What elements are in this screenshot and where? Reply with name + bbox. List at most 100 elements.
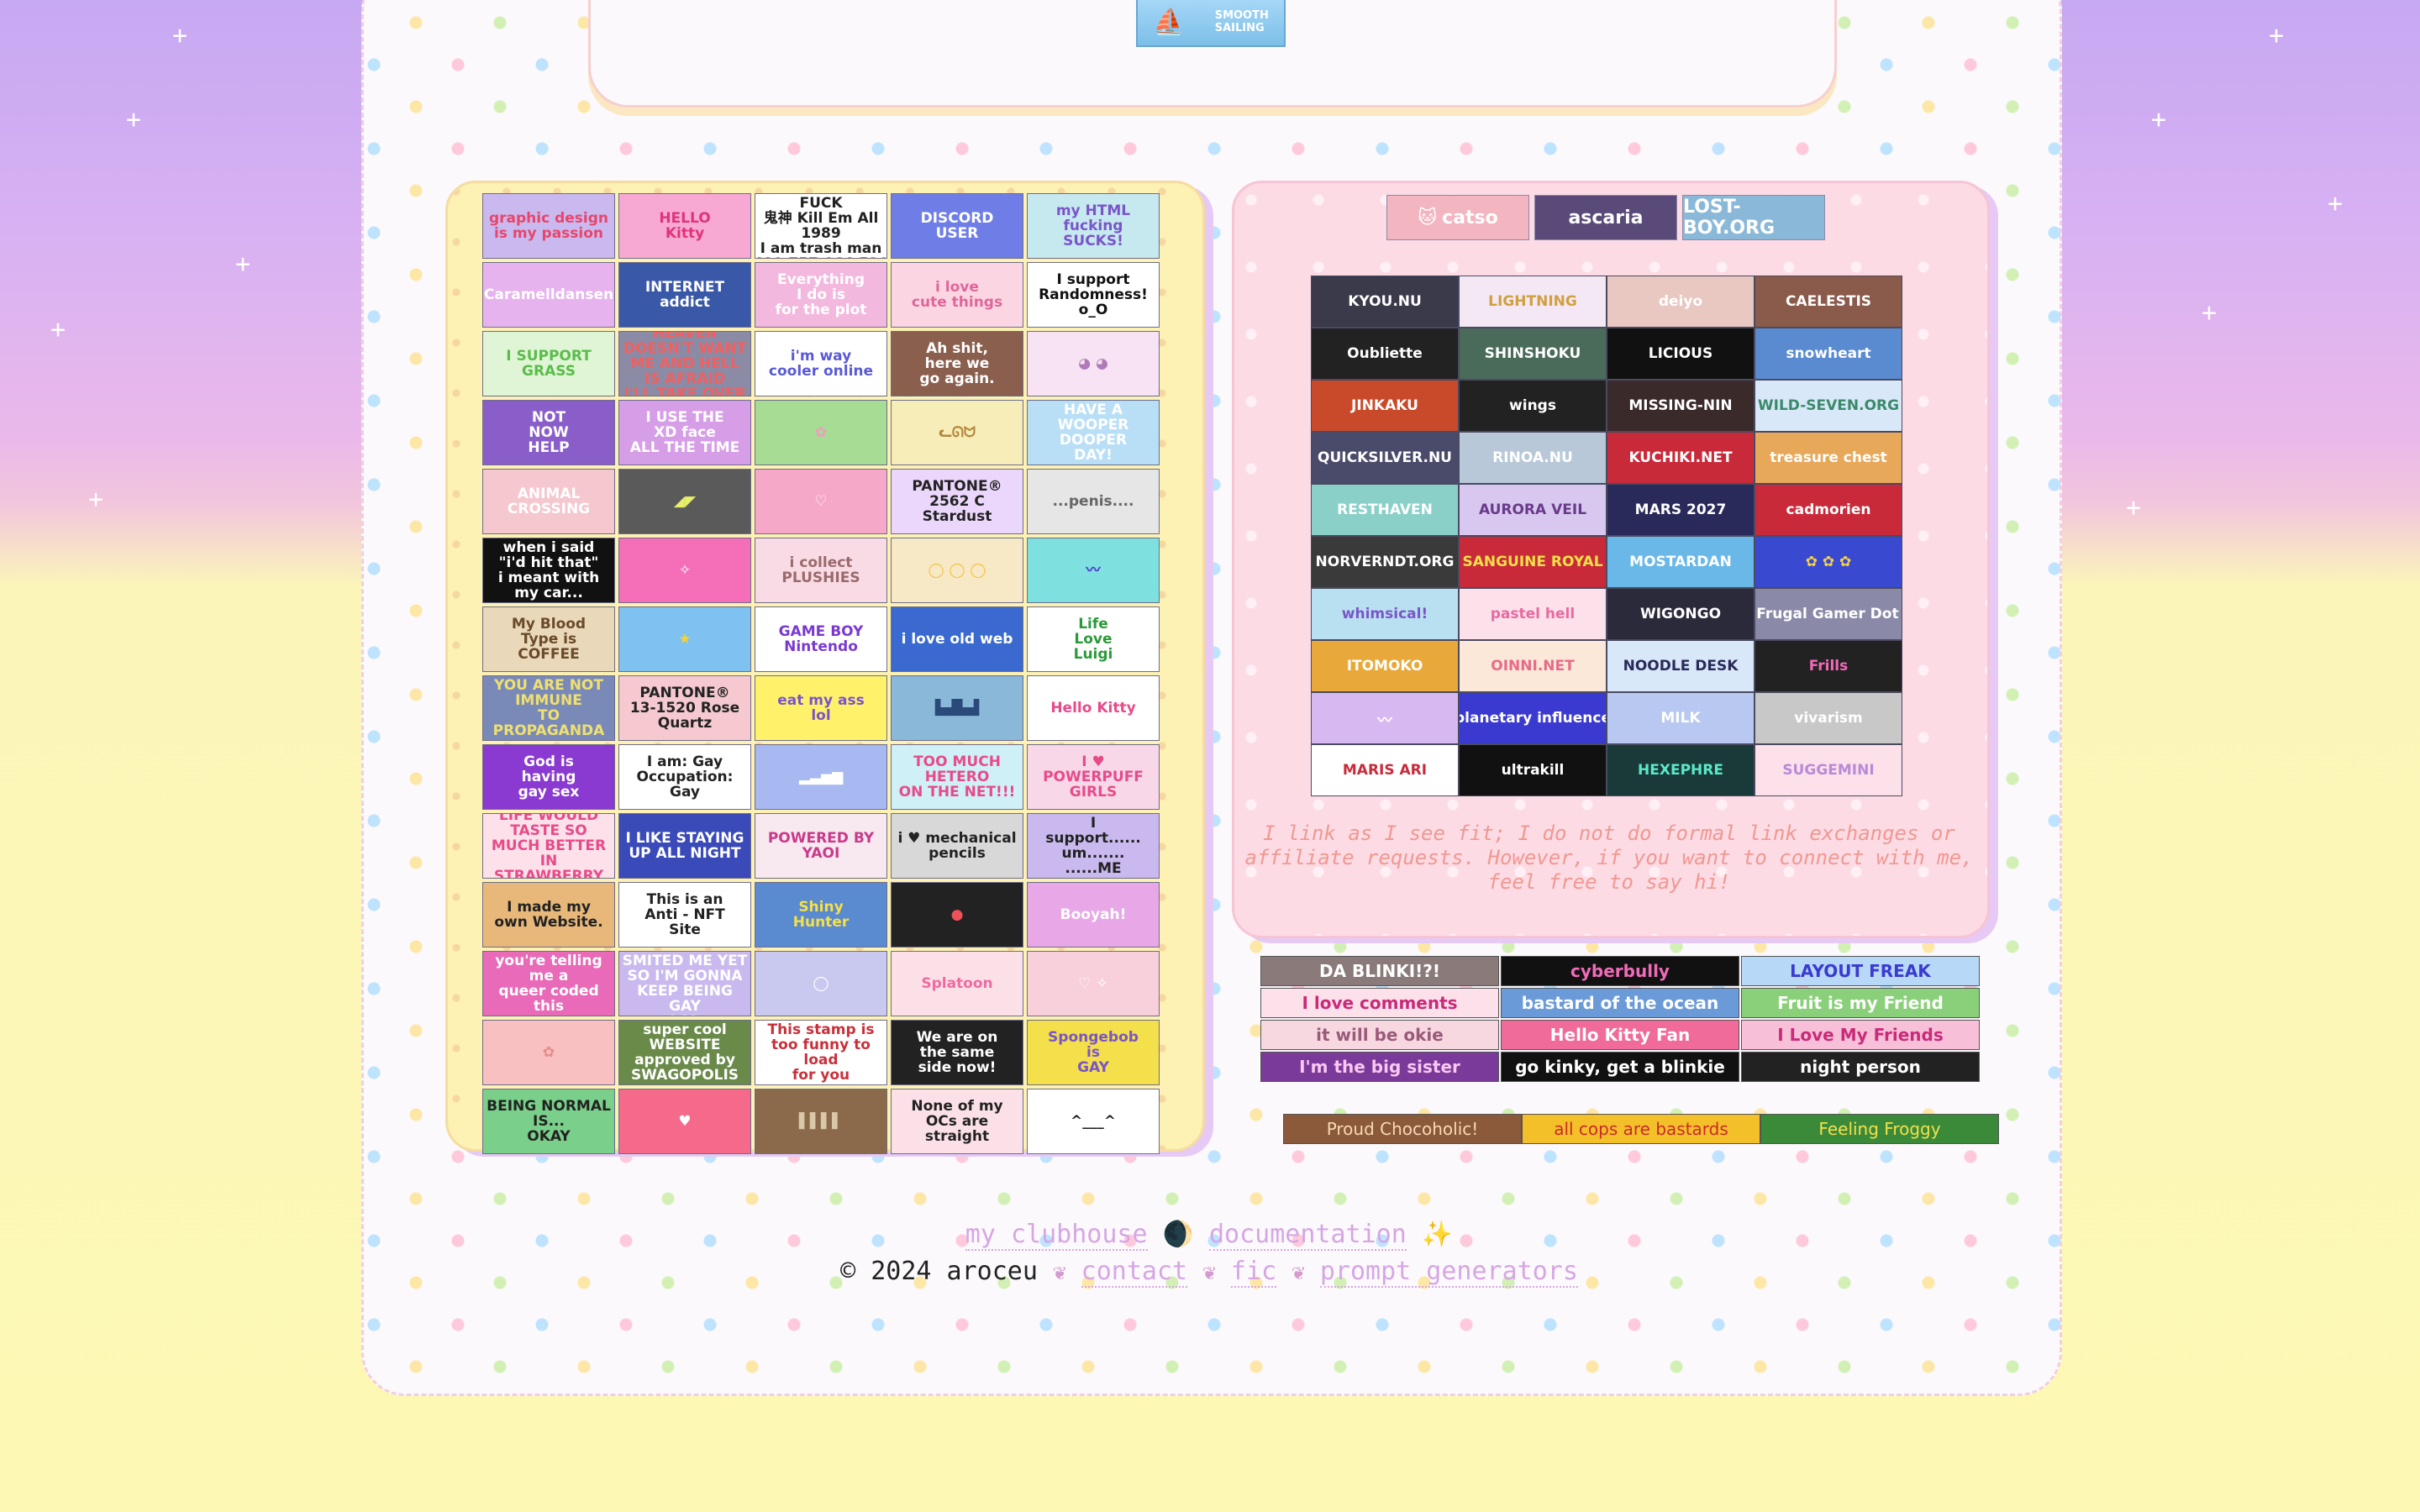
web-button-88x31[interactable]: graphic design is my passion bbox=[482, 193, 615, 259]
link-button[interactable]: KYOU.NU bbox=[1311, 276, 1459, 328]
link-button[interactable]: JINKAKU bbox=[1311, 380, 1459, 432]
link-button[interactable]: MISSING-NIN bbox=[1607, 380, 1754, 432]
link-button[interactable]: cadmorien bbox=[1754, 484, 1902, 536]
web-button-88x31[interactable]: ᓚᘏᗢ bbox=[891, 400, 1023, 465]
web-button-88x31[interactable]: God is having gay sex bbox=[482, 744, 615, 810]
blinkie[interactable]: DA BLINKI!?! bbox=[1260, 956, 1499, 986]
web-button-88x31[interactable]: I USE THE XD face ALL THE TIME bbox=[618, 400, 751, 465]
link-button[interactable]: NOODLE DESK bbox=[1607, 640, 1754, 692]
footer-link-prompt-generators[interactable]: prompt generators bbox=[1319, 1257, 1578, 1288]
web-button-88x31[interactable]: HAVE A WOOPER DOOPER DAY! bbox=[1027, 400, 1160, 465]
web-button-88x31[interactable]: Splatoon bbox=[891, 951, 1023, 1016]
blinkie[interactable]: Hello Kitty Fan bbox=[1501, 1020, 1739, 1050]
web-button-88x31[interactable]: when i said "i'd hit that" i meant with … bbox=[482, 538, 615, 603]
footer-link-contact[interactable]: contact bbox=[1081, 1257, 1188, 1288]
web-button-88x31[interactable]: YOU ARE NOT IMMUNE TO PROPAGANDA bbox=[482, 675, 615, 741]
web-button-88x31[interactable]: ★ bbox=[618, 606, 751, 672]
affiliate-button[interactable]: LOST-BOY.ORG bbox=[1682, 195, 1825, 240]
blinkie[interactable]: all cops are bastards bbox=[1522, 1114, 1760, 1144]
web-button-88x31[interactable]: i love cute things bbox=[891, 262, 1023, 328]
link-button[interactable]: the Frugal Gamer Dot Net bbox=[1754, 588, 1902, 640]
web-button-88x31[interactable]: Ah shit, here we go again. bbox=[891, 331, 1023, 396]
link-button[interactable]: LIGHTNING bbox=[1459, 276, 1607, 328]
web-button-88x31[interactable]: ▂▃▅▆ bbox=[755, 744, 887, 810]
web-button-88x31[interactable]: I LIKE STAYING UP ALL NIGHT bbox=[618, 813, 751, 879]
web-button-88x31[interactable]: ANIMAL CROSSING bbox=[482, 469, 615, 534]
blinkie[interactable]: I love comments bbox=[1260, 988, 1499, 1018]
blinkie[interactable]: night person bbox=[1741, 1052, 1980, 1082]
web-button-88x31[interactable]: 〰 bbox=[1027, 538, 1160, 603]
footer-link-documentation[interactable]: documentation bbox=[1209, 1220, 1407, 1251]
web-button-88x31[interactable]: I support Randomness! o_O bbox=[1027, 262, 1160, 328]
web-button-88x31[interactable]: LIFE WOULD TASTE SO MUCH BETTER IN STRAW… bbox=[482, 813, 615, 879]
link-button[interactable]: treasure chest bbox=[1754, 432, 1902, 484]
blinkie[interactable]: Feeling Froggy bbox=[1760, 1114, 1999, 1144]
link-button[interactable]: NORVERNDT.ORG bbox=[1311, 536, 1459, 588]
link-button[interactable]: MARS 2027 bbox=[1607, 484, 1754, 536]
web-button-88x31[interactable]: HELLO Kitty bbox=[618, 193, 751, 259]
web-button-88x31[interactable]: Spongebob is GAY bbox=[1027, 1020, 1160, 1085]
web-button-88x31[interactable]: None of my OCs are straight bbox=[891, 1089, 1023, 1154]
web-button-88x31[interactable]: GAME BOY Nintendo bbox=[755, 606, 887, 672]
web-button-88x31[interactable]: Everything I do is for the plot bbox=[755, 262, 887, 328]
web-button-88x31[interactable]: ^___^ bbox=[1027, 1089, 1160, 1154]
web-button-88x31[interactable]: NOT NOW HELP bbox=[482, 400, 615, 465]
web-button-88x31[interactable]: ✿ bbox=[482, 1020, 615, 1085]
web-button-88x31[interactable]: you're telling me a queer coded this bbox=[482, 951, 615, 1016]
link-button[interactable]: RESTHAVEN bbox=[1311, 484, 1459, 536]
blinkie[interactable]: bastard of the ocean bbox=[1501, 988, 1739, 1018]
web-button-88x31[interactable]: i'm way cooler online bbox=[755, 331, 887, 396]
web-button-88x31[interactable]: HEAVEN DOESN'T WANT ME AND HELL IS AFRAI… bbox=[618, 331, 751, 396]
affiliate-button[interactable]: ascaria bbox=[1534, 195, 1677, 240]
web-button-88x31[interactable]: We are on the same side now! bbox=[891, 1020, 1023, 1085]
blinkie[interactable]: I Love My Friends bbox=[1741, 1020, 1980, 1050]
link-button[interactable]: WIGONGO bbox=[1607, 588, 1754, 640]
web-button-88x31[interactable]: ✿ bbox=[755, 400, 887, 465]
web-button-88x31[interactable]: i collect PLUSHIES bbox=[755, 538, 887, 603]
web-button-88x31[interactable]: i love old web bbox=[891, 606, 1023, 672]
web-button-88x31[interactable]: BORN TO DIE WORLD IS A FUCK 鬼神 Kill Em A… bbox=[755, 193, 887, 259]
link-button[interactable]: Oubliette bbox=[1311, 328, 1459, 380]
blinkie[interactable]: Proud Chocoholic! bbox=[1283, 1114, 1522, 1144]
web-button-88x31[interactable]: ▙▟▙▟ bbox=[891, 675, 1023, 741]
footer-link-fic[interactable]: fic bbox=[1230, 1257, 1277, 1288]
link-button[interactable]: planetary influence bbox=[1459, 692, 1607, 744]
link-button[interactable]: ultrakill bbox=[1459, 744, 1607, 796]
footer-link-clubhouse[interactable]: my clubhouse bbox=[965, 1220, 1148, 1251]
web-button-88x31[interactable]: Booyah! bbox=[1027, 882, 1160, 948]
link-button[interactable]: snowheart bbox=[1754, 328, 1902, 380]
link-button[interactable]: deiyo bbox=[1607, 276, 1754, 328]
web-button-88x31[interactable]: i ♥ mechanical pencils bbox=[891, 813, 1023, 879]
web-button-88x31[interactable]: super cool WEBSITE approved by SWAGOPOLI… bbox=[618, 1020, 751, 1085]
link-button[interactable]: KUCHIKI.NET bbox=[1607, 432, 1754, 484]
link-button[interactable]: WILD-SEVEN.ORG bbox=[1754, 380, 1902, 432]
smooth-sailing-button[interactable]: ⛵ SMOOTH SAILING bbox=[1136, 0, 1286, 47]
web-button-88x31[interactable]: ◢◤ bbox=[618, 469, 751, 534]
web-button-88x31[interactable]: POWERED BY YAOI bbox=[755, 813, 887, 879]
link-button[interactable]: ITOMOKO bbox=[1311, 640, 1459, 692]
web-button-88x31[interactable]: Caramelldansen bbox=[482, 262, 615, 328]
web-button-88x31[interactable]: DISCORD USER bbox=[891, 193, 1023, 259]
web-button-88x31[interactable]: I support...... um....... ......ME bbox=[1027, 813, 1160, 879]
web-button-88x31[interactable]: ◯ ◯ ◯ bbox=[891, 538, 1023, 603]
blinkie[interactable]: I'm the big sister bbox=[1260, 1052, 1499, 1082]
web-button-88x31[interactable]: ✧ bbox=[618, 538, 751, 603]
web-button-88x31[interactable]: I ♥ POWERPUFF GIRLS bbox=[1027, 744, 1160, 810]
link-button[interactable]: pastel hell bbox=[1459, 588, 1607, 640]
link-button[interactable]: whimsical! bbox=[1311, 588, 1459, 640]
link-button[interactable]: QUICKSILVER.NU bbox=[1311, 432, 1459, 484]
link-button[interactable]: wings bbox=[1459, 380, 1607, 432]
blinkie[interactable]: Fruit is my Friend bbox=[1741, 988, 1980, 1018]
affiliate-button[interactable]: 🐱 catso bbox=[1386, 195, 1529, 240]
blinkie[interactable]: LAYOUT FREAK bbox=[1741, 956, 1980, 986]
web-button-88x31[interactable]: I SUPPORT GRASS bbox=[482, 331, 615, 396]
link-button[interactable]: Frills bbox=[1754, 640, 1902, 692]
blinkie[interactable]: cyberbully bbox=[1501, 956, 1739, 986]
link-button[interactable]: AURORA VEIL bbox=[1459, 484, 1607, 536]
link-button[interactable]: SANGUINE ROYAL bbox=[1459, 536, 1607, 588]
web-button-88x31[interactable]: GOD HASN'T SMITED ME YET SO I'M GONNA KE… bbox=[618, 951, 751, 1016]
web-button-88x31[interactable]: ◯ bbox=[755, 951, 887, 1016]
link-button[interactable]: HEXEPHRE bbox=[1607, 744, 1754, 796]
link-button[interactable]: MARIS ARI bbox=[1311, 744, 1459, 796]
web-button-88x31[interactable]: BEING NORMAL IS... OKAY bbox=[482, 1089, 615, 1154]
